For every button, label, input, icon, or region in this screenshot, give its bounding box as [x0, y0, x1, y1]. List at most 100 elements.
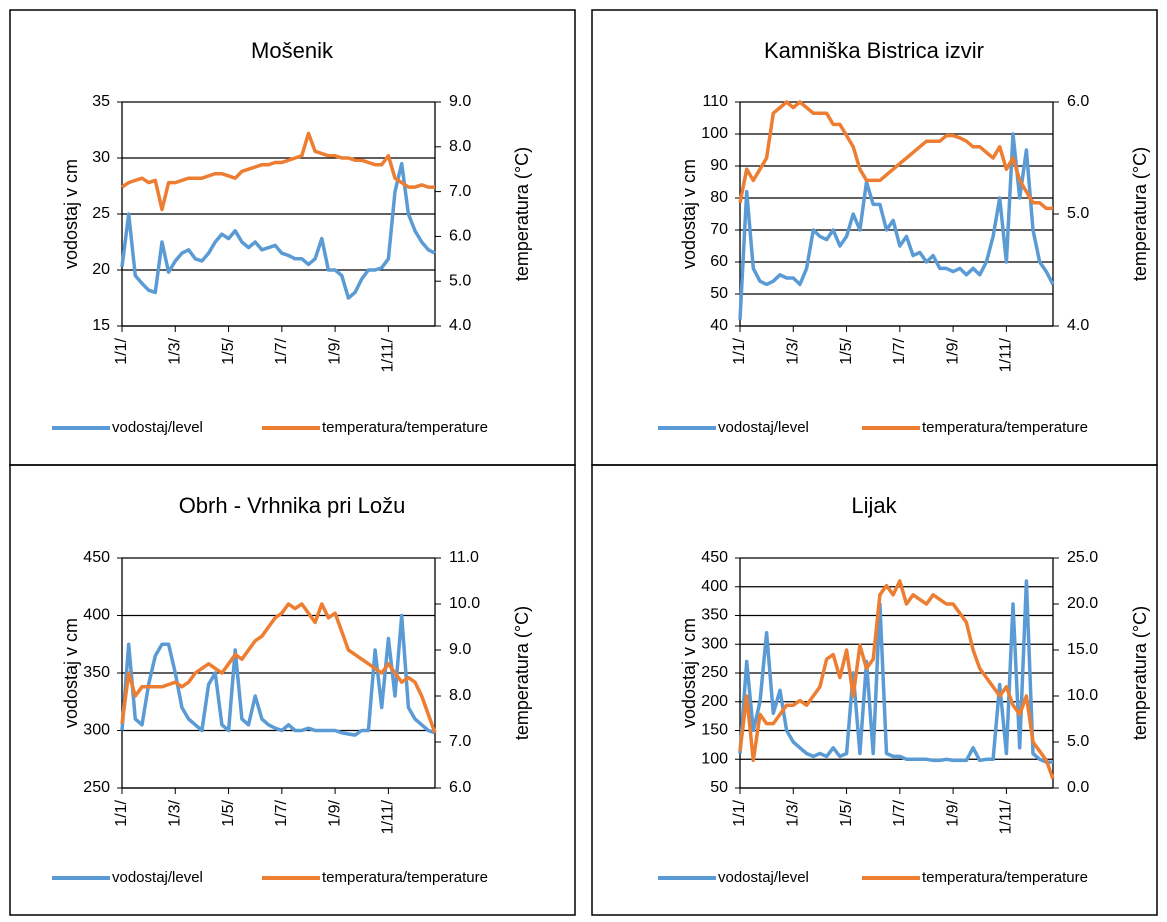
- x-tick-label: 1/5/: [838, 337, 855, 364]
- y2-tick-label: 5.0: [1067, 733, 1089, 750]
- x-tick-label: 1/1/: [113, 337, 130, 364]
- y2-tick-label: 10.0: [1067, 687, 1098, 704]
- y2-axis-title: temperatura (°C): [512, 147, 532, 281]
- y2-axis-title: temperatura (°C): [512, 606, 532, 740]
- x-tick-label: 1/1/: [731, 337, 748, 364]
- y-tick-label: 100: [701, 750, 728, 767]
- x-tick-label: 1/9/: [326, 337, 343, 364]
- y2-tick-label: 10.0: [449, 595, 480, 612]
- y-tick-label: 150: [701, 722, 728, 739]
- x-tick-label: 1/7/: [891, 337, 908, 364]
- x-tick-label: 1/1/: [113, 799, 130, 826]
- y2-tick-label: 4.0: [449, 317, 471, 334]
- y-tick-label: 450: [701, 549, 728, 566]
- y-tick-label: 400: [701, 578, 728, 595]
- x-tick-label: 1/9/: [944, 799, 961, 826]
- y-tick-label: 35: [92, 93, 110, 110]
- series-line: [738, 579, 1055, 780]
- y-tick-label: 30: [92, 149, 110, 166]
- y-tick-label: 50: [710, 779, 728, 796]
- panel-border: [591, 464, 1158, 916]
- legend-label: vodostaj/level: [112, 869, 203, 886]
- legend-label: temperatura/temperature: [322, 419, 488, 436]
- y-tick-label: 300: [83, 722, 110, 739]
- x-tick-label: 1/9/: [944, 337, 961, 364]
- y2-tick-label: 20.0: [1067, 595, 1098, 612]
- y-tick-label: 350: [83, 664, 110, 681]
- x-tick-label: 1/3/: [784, 799, 801, 826]
- y-axis-title: vodostaj v cm: [61, 618, 81, 728]
- panel-border: [9, 464, 576, 916]
- y-tick-label: 400: [83, 607, 110, 624]
- y2-tick-label: 7.0: [449, 733, 471, 750]
- chart-title: Mošenik: [251, 38, 334, 63]
- x-tick-label: 1/3/: [166, 337, 183, 364]
- y-tick-label: 300: [701, 635, 728, 652]
- legend-label: vodostaj/level: [718, 419, 809, 436]
- y-tick-label: 50: [710, 285, 728, 302]
- y-tick-label: 90: [710, 157, 728, 174]
- y2-tick-label: 25.0: [1067, 549, 1098, 566]
- legend-label: vodostaj/level: [718, 869, 809, 886]
- y2-tick-label: 9.0: [449, 641, 471, 658]
- x-tick-label: 1/11/: [380, 799, 397, 834]
- y-tick-label: 110: [702, 93, 728, 110]
- y-tick-label: 60: [710, 253, 728, 270]
- chart-title: Kamniška Bistrica izvir: [764, 38, 984, 63]
- y2-tick-label: 5.0: [449, 272, 471, 289]
- x-tick-label: 1/5/: [220, 337, 237, 364]
- series-line: [120, 613, 436, 737]
- x-tick-label: 1/3/: [166, 799, 183, 826]
- legend-label: temperatura/temperature: [922, 869, 1088, 886]
- y2-tick-label: 7.0: [449, 183, 471, 200]
- y2-tick-label: 9.0: [449, 93, 471, 110]
- y2-tick-label: 15.0: [1067, 641, 1098, 658]
- y-tick-label: 450: [83, 549, 110, 566]
- series-line: [738, 100, 1053, 211]
- y-axis-title: vodostaj v cm: [679, 618, 699, 728]
- x-tick-label: 1/7/: [273, 799, 290, 826]
- y2-axis-title: temperatura (°C): [1130, 606, 1150, 740]
- x-tick-label: 1/7/: [891, 799, 908, 826]
- y-tick-label: 20: [92, 261, 110, 278]
- y-tick-label: 15: [92, 317, 110, 334]
- y-tick-label: 350: [701, 607, 728, 624]
- y-tick-label: 70: [710, 221, 728, 238]
- y2-tick-label: 4.0: [1067, 317, 1089, 334]
- y2-tick-label: 6.0: [449, 228, 471, 245]
- y2-tick-label: 6.0: [1067, 93, 1089, 110]
- y-tick-label: 25: [92, 205, 110, 222]
- x-tick-label: 1/3/: [784, 337, 801, 364]
- x-tick-label: 1/1/: [731, 799, 748, 826]
- x-tick-label: 1/11/: [998, 799, 1015, 834]
- y-tick-label: 80: [710, 189, 728, 206]
- y-tick-label: 100: [701, 125, 728, 142]
- legend-label: vodostaj/level: [112, 419, 203, 436]
- x-tick-label: 1/9/: [326, 799, 343, 826]
- y-axis-title: vodostaj v cm: [679, 159, 699, 269]
- x-tick-label: 1/7/: [273, 337, 290, 364]
- x-tick-label: 1/5/: [838, 799, 855, 826]
- x-tick-label: 1/11/: [998, 337, 1015, 372]
- y2-axis-title: temperatura (°C): [1130, 147, 1150, 281]
- y2-tick-label: 8.0: [449, 138, 471, 155]
- legend-label: temperatura/temperature: [922, 419, 1088, 436]
- y-tick-label: 250: [83, 779, 110, 796]
- y2-tick-label: 8.0: [449, 687, 471, 704]
- series-line: [120, 602, 437, 734]
- y-axis-title: vodostaj v cm: [61, 159, 81, 269]
- y-tick-label: 250: [701, 664, 728, 681]
- series-line: [738, 132, 1055, 320]
- y2-tick-label: 11.0: [449, 549, 479, 566]
- series-line: [120, 161, 436, 300]
- chart-title: Lijak: [851, 493, 897, 518]
- x-tick-label: 1/11/: [380, 337, 397, 372]
- series-line: [121, 131, 435, 212]
- legend-label: temperatura/temperature: [322, 869, 488, 886]
- y-tick-label: 200: [701, 693, 728, 710]
- x-tick-label: 1/5/: [220, 799, 237, 826]
- chart-title: Obrh - Vrhnika pri Ložu: [179, 493, 406, 518]
- y2-tick-label: 6.0: [449, 779, 471, 796]
